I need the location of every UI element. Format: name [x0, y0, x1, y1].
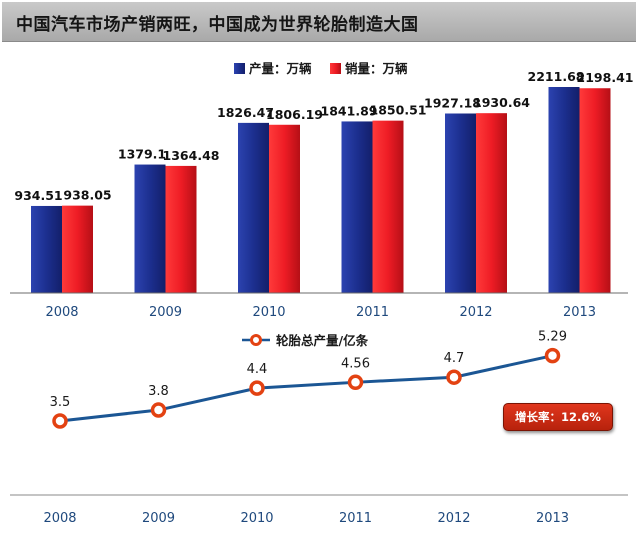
x-tick-label-line-2011: 2011 — [339, 511, 372, 526]
legend-swatch-production — [234, 63, 245, 74]
line-value-label-2012: 4.7 — [444, 351, 465, 366]
line-point-2011 — [347, 374, 364, 391]
bar-production-2009 — [134, 164, 166, 293]
x-tick-label-line-2012: 2012 — [437, 511, 470, 526]
legend-label-production: 产量：万辆 — [249, 61, 312, 76]
line-value-label-2013: 5.29 — [538, 330, 567, 345]
legend-label-tire-output: 轮胎总产量/亿条 — [276, 333, 369, 348]
line-value-label-2011: 4.56 — [341, 356, 370, 371]
bar-value-label-sales-2011: 1850.51 — [370, 103, 427, 118]
bar-production-2008 — [31, 205, 62, 293]
x-tick-label-line-2008: 2008 — [43, 511, 76, 526]
bar-sales-2009 — [165, 165, 197, 293]
bar-value-label-sales-2013: 2198.41 — [577, 70, 634, 85]
bar-value-label-production-2010: 1826.47 — [217, 105, 274, 120]
bar-sales-2013 — [579, 88, 611, 293]
x-tick-label-bar-2011: 2011 — [356, 305, 389, 320]
bar-value-label-sales-2008: 938.05 — [63, 188, 111, 203]
line-point-2012 — [446, 369, 462, 385]
bar-sales-2011 — [372, 120, 404, 293]
line-value-label-2010: 4.4 — [247, 362, 268, 377]
bar-value-label-sales-2010: 1806.19 — [266, 107, 323, 122]
legend-marker-tire-output — [250, 334, 262, 346]
bar-value-label-production-2013: 2211.68 — [528, 69, 585, 84]
legend-swatch-sales — [330, 63, 341, 74]
x-tick-label-bar-2013: 2013 — [563, 305, 596, 320]
bar-production-2010 — [238, 122, 269, 293]
bar-sales-2012 — [476, 113, 507, 293]
line-value-label-2008: 3.5 — [50, 395, 71, 410]
line-point-2009 — [150, 402, 167, 418]
x-tick-label-bar-2009: 2009 — [149, 305, 182, 320]
title-bar: 中国汽车市场产销两旺，中国成为世界轮胎制造大国 — [2, 2, 636, 42]
bar-production-2011 — [341, 121, 373, 293]
bar-sales-2010 — [269, 124, 300, 293]
bar-value-label-production-2009: 1379.1 — [118, 147, 166, 162]
line-value-label-2009: 3.8 — [148, 384, 169, 399]
x-tick-label-bar-2010: 2010 — [252, 305, 285, 320]
bar-sales-2008 — [62, 205, 93, 293]
bar-value-label-production-2011: 1841.89 — [321, 103, 378, 118]
x-tick-label-line-2009: 2009 — [142, 511, 175, 526]
bar-production-2012 — [445, 113, 476, 293]
line-point-2008 — [52, 413, 68, 429]
chart-title: 中国汽车市场产销两旺，中国成为世界轮胎制造大国 — [16, 15, 419, 35]
x-tick-label-bar-2008: 2008 — [45, 305, 78, 320]
line-series-tire-output — [59, 354, 553, 423]
bar-value-label-production-2012: 1927.18 — [424, 95, 481, 110]
line-point-2010 — [249, 380, 265, 396]
bar-value-label-production-2008: 934.51 — [14, 188, 62, 203]
bar-production-2013 — [548, 87, 580, 293]
bar-value-label-sales-2012: 1930.64 — [473, 95, 530, 110]
line-point-2013 — [544, 347, 561, 364]
x-tick-label-bar-2012: 2012 — [459, 305, 492, 320]
growth-rate-badge: 增长率：12.6% — [503, 403, 613, 431]
legend-label-sales: 销量：万辆 — [345, 61, 408, 76]
bar-value-label-sales-2009: 1364.48 — [163, 148, 220, 163]
x-tick-label-line-2013: 2013 — [536, 511, 569, 526]
x-tick-label-line-2010: 2010 — [240, 511, 273, 526]
